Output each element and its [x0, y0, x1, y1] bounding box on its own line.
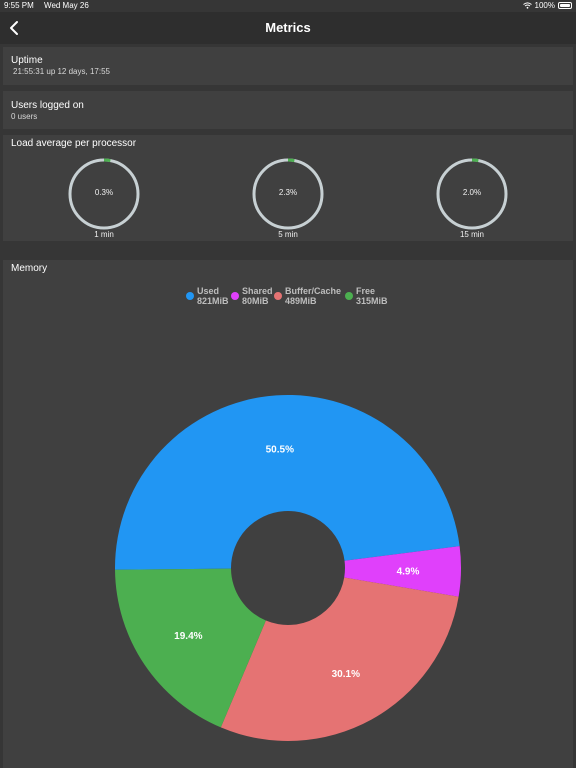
- legend-dot: [231, 292, 239, 300]
- memory-title: Memory: [11, 263, 48, 274]
- gauge-value: 0.3%: [94, 188, 114, 197]
- gauge-ring: [68, 158, 140, 230]
- gauge-ring: [436, 158, 508, 230]
- battery-percent: 100%: [534, 1, 555, 10]
- donut-slice-buffer-cache[interactable]: [220, 577, 459, 741]
- legend-name: Used: [197, 286, 220, 296]
- status-right: 100%: [522, 1, 572, 10]
- load-gauge-1min: 0.3% 1 min: [67, 158, 141, 248]
- gauge-fill-arc: [287, 158, 295, 163]
- legend-size: 821MiB: [197, 296, 229, 306]
- load-average-card: Load average per processor: [3, 135, 573, 241]
- legend-size: 489MiB: [285, 296, 317, 306]
- gauge-fill-arc: [471, 158, 479, 163]
- donut-slice-used[interactable]: [115, 395, 460, 570]
- legend-size: 80MiB: [242, 296, 269, 306]
- status-time: 9:55 PM: [4, 1, 34, 10]
- uptime-value: 21:55:31 up 12 days, 17:55: [13, 67, 110, 76]
- memory-legend: Used 821MiB Shared 80MiB Buffer/Cache 48…: [0, 286, 576, 310]
- legend-item-shared: Shared 80MiB: [231, 286, 273, 306]
- legend-dot: [345, 292, 353, 300]
- gauge-label: 5 min: [278, 230, 298, 239]
- navigation-bar: Metrics: [0, 12, 576, 44]
- gauge-label: 15 min: [459, 230, 484, 239]
- status-date: Wed May 26: [44, 1, 89, 10]
- users-title: Users logged on: [11, 100, 84, 111]
- slice-percent-label: 19.4%: [174, 631, 202, 642]
- gauge-ring: [252, 158, 324, 230]
- status-left: 9:55 PM Wed May 26: [4, 1, 97, 10]
- users-card: Users logged on 0 users: [3, 91, 573, 129]
- uptime-title: Uptime: [11, 55, 43, 66]
- legend-name: Shared: [242, 286, 273, 296]
- uptime-card: Uptime 21:55:31 up 12 days, 17:55: [3, 47, 573, 85]
- legend-dot: [186, 292, 194, 300]
- legend-item-buffer-cache: Buffer/Cache 489MiB: [274, 286, 341, 306]
- slice-percent-label: 30.1%: [332, 669, 360, 680]
- load-gauge-5min: 2.3% 5 min: [251, 158, 325, 248]
- gauge-fill-arc: [103, 158, 111, 163]
- legend-dot: [274, 292, 282, 300]
- load-average-title: Load average per processor: [11, 138, 137, 149]
- page-title: Metrics: [265, 20, 311, 35]
- legend-size: 315MiB: [356, 296, 388, 306]
- wifi-icon: [522, 2, 532, 9]
- gauge-value: 2.0%: [462, 188, 482, 197]
- status-bar: 9:55 PM Wed May 26 100%: [0, 0, 576, 12]
- gauge-value: 2.3%: [278, 188, 298, 197]
- chevron-left-icon: [10, 21, 18, 35]
- legend-name: Buffer/Cache: [285, 286, 342, 296]
- legend-item-free: Free 315MiB: [345, 286, 388, 306]
- legend-item-used: Used 821MiB: [186, 286, 229, 306]
- slice-percent-label: 50.5%: [266, 444, 294, 455]
- slice-percent-label: 4.9%: [397, 566, 420, 577]
- donut-slice-free[interactable]: [115, 568, 266, 728]
- donut-slice-shared[interactable]: [344, 546, 461, 597]
- gauge-label: 1 min: [94, 230, 114, 239]
- load-gauge-15min: 2.0% 15 min: [435, 158, 509, 248]
- battery-icon: [558, 2, 572, 9]
- back-button[interactable]: [6, 18, 22, 38]
- legend-name: Free: [356, 286, 376, 296]
- users-value: 0 users: [11, 112, 38, 121]
